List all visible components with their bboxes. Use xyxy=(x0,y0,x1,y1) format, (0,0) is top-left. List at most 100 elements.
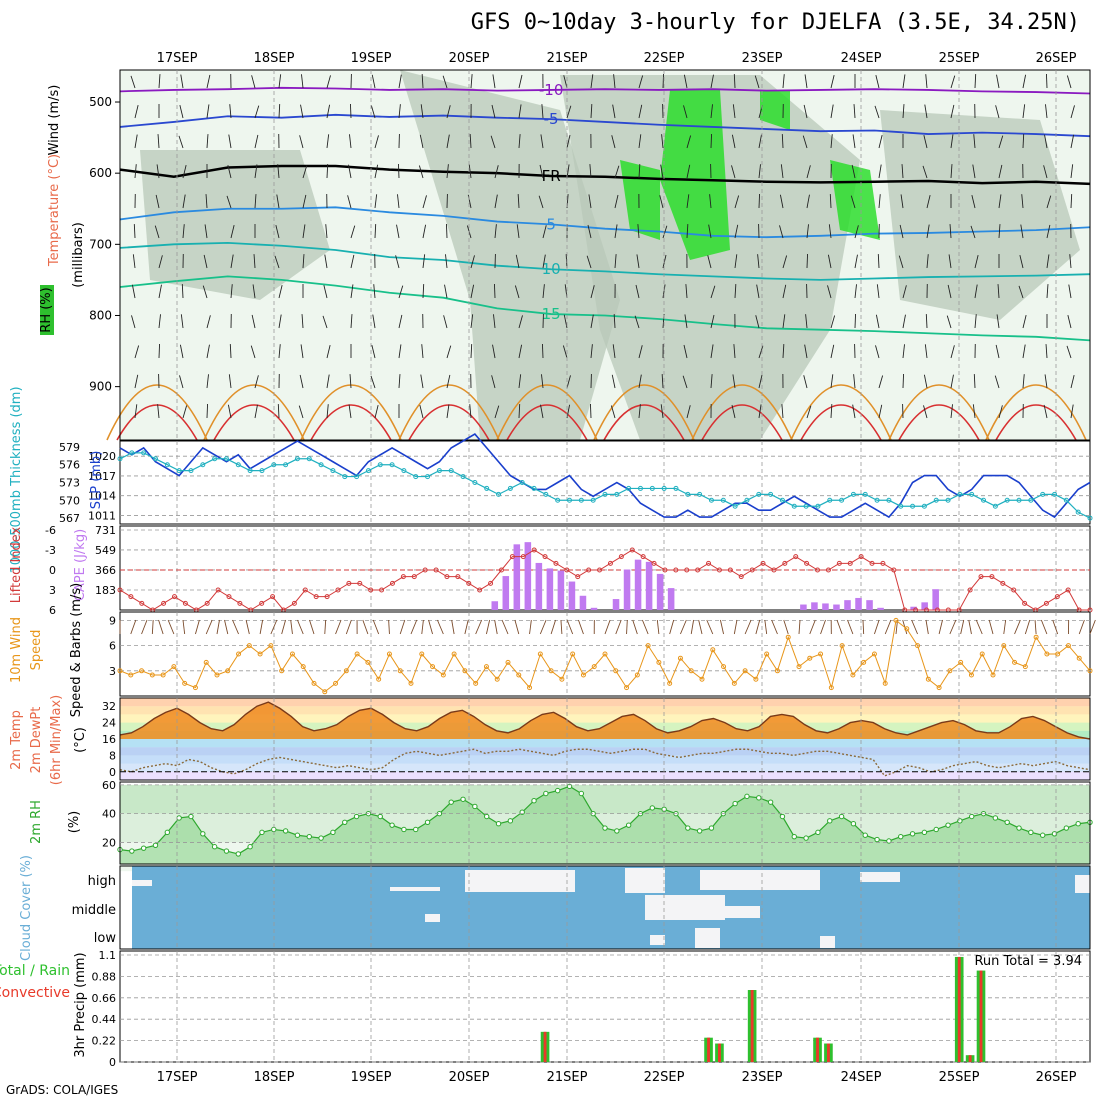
wind-barb xyxy=(758,164,761,179)
temperature-contour xyxy=(119,86,1091,95)
date-label-top: 17SEP xyxy=(157,51,198,66)
wind-barb xyxy=(518,315,523,329)
wind-barb xyxy=(468,164,472,179)
wind-speed-point xyxy=(462,668,468,674)
wind-barb xyxy=(1022,74,1027,89)
wind-barb xyxy=(195,619,200,635)
wind-barb xyxy=(326,345,331,359)
temperature-contour-label: 10 xyxy=(542,260,561,278)
thickness-point xyxy=(117,456,123,462)
wind-barb xyxy=(923,135,928,149)
wind-barb xyxy=(960,619,965,635)
cape-axis-label: CAPE (J/kg) xyxy=(73,529,88,601)
thickness-point xyxy=(910,503,916,509)
lifted-index-point xyxy=(117,587,123,593)
wind-speed-point xyxy=(1033,634,1039,640)
wind-barb xyxy=(878,404,883,419)
wind-barb xyxy=(589,164,592,179)
rh-point xyxy=(223,848,230,854)
wind-barb xyxy=(470,74,473,89)
wind-barb xyxy=(158,344,161,359)
wind-barb xyxy=(709,194,712,209)
lifted-index-point xyxy=(586,567,592,573)
wind-barb xyxy=(514,285,520,299)
cape-bar xyxy=(590,607,598,610)
wind-speed-point xyxy=(516,672,522,678)
wind-barb xyxy=(492,74,496,89)
cape-bar xyxy=(557,570,565,610)
wind-barb xyxy=(686,405,691,419)
wind-barb xyxy=(251,75,256,89)
wind-speed-point xyxy=(624,685,630,691)
cape-bar xyxy=(645,561,653,610)
wind-barb xyxy=(180,314,184,329)
wind-barb xyxy=(182,224,185,239)
wind-speed-point xyxy=(1087,668,1093,674)
wind-barb xyxy=(230,225,235,239)
slp-tick: 1020 xyxy=(88,450,116,463)
wind-barb xyxy=(638,404,641,419)
wind-barb xyxy=(491,375,496,389)
legend-temperature: Temperature (°C) xyxy=(47,154,62,267)
wind-barb xyxy=(350,314,353,329)
thickness-point xyxy=(590,497,596,503)
cape-bar xyxy=(855,597,862,610)
rh-axis-label: 2m RH xyxy=(29,800,44,844)
rh-point xyxy=(850,821,857,827)
wind-speed-point xyxy=(236,651,242,657)
cape-frame xyxy=(119,525,1091,611)
cape-bar xyxy=(844,600,851,610)
thickness-point xyxy=(129,450,135,456)
slp-axis-label: SLP (mb) xyxy=(89,451,104,510)
precip-legend-total: Total / Rain xyxy=(0,963,70,979)
slp-line xyxy=(119,433,1091,519)
cape-bar xyxy=(634,559,642,610)
wind-barb xyxy=(1046,284,1049,299)
wind-barb xyxy=(539,164,544,179)
rh-point xyxy=(554,787,561,794)
wind-barb xyxy=(949,224,952,239)
wind-speed-point xyxy=(645,643,651,649)
wind-barb xyxy=(731,165,736,179)
wind-barb xyxy=(719,619,724,635)
rh-point xyxy=(460,796,466,802)
wind-barb xyxy=(398,374,401,389)
wind-barb xyxy=(970,225,976,239)
wind-speed-point xyxy=(1001,643,1007,649)
wind-barb xyxy=(179,344,184,359)
lifted-index-point xyxy=(804,560,810,566)
rh-point xyxy=(1016,825,1022,831)
wind-speed-point xyxy=(785,634,791,640)
wind-speed-point xyxy=(128,672,134,678)
wind-barb xyxy=(876,284,880,299)
wind-barb xyxy=(1070,105,1075,119)
temperature-contour-hot xyxy=(898,404,980,441)
wind-barb xyxy=(326,164,329,179)
cloud-frame xyxy=(119,865,1091,950)
wind-speed-point xyxy=(634,672,640,678)
wind-speed-point xyxy=(397,668,403,674)
wind-barb xyxy=(326,104,331,119)
wind-barb xyxy=(254,134,259,149)
temp-band xyxy=(120,747,1090,756)
wind-barb xyxy=(899,224,904,239)
wind-barb xyxy=(902,374,905,389)
thickness-point xyxy=(200,462,206,468)
wind-barb xyxy=(540,404,544,419)
wind-barb xyxy=(804,344,808,359)
wind-barb xyxy=(875,75,880,89)
rh-point xyxy=(495,821,502,827)
wind-barb xyxy=(732,374,736,389)
rh-point xyxy=(282,828,289,834)
wind-barb xyxy=(925,619,929,635)
rh-tick: 20 xyxy=(102,836,116,849)
rh-point xyxy=(507,818,514,824)
thickness-point xyxy=(484,485,490,491)
wind-barb xyxy=(854,284,857,299)
thickness-point xyxy=(614,491,620,497)
wind-barb xyxy=(157,404,160,419)
thickness-point xyxy=(744,497,750,503)
wind-barb xyxy=(372,314,376,329)
wind-barb xyxy=(733,74,736,89)
wind-barb xyxy=(372,619,380,635)
